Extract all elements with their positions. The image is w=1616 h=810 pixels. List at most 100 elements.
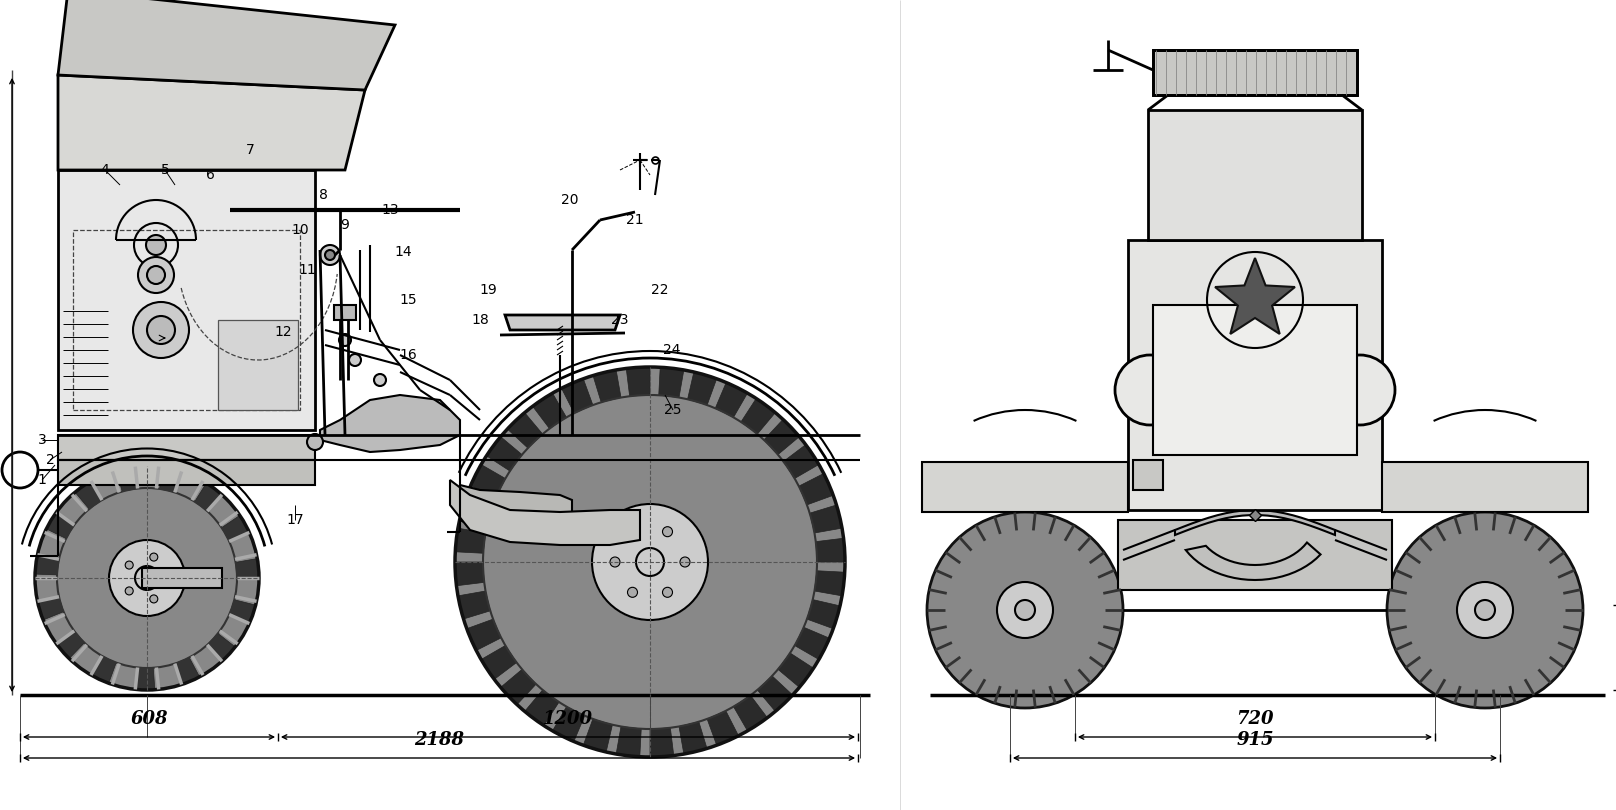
Circle shape: [133, 302, 189, 358]
Text: 12: 12: [275, 325, 292, 339]
Polygon shape: [160, 467, 181, 492]
Circle shape: [320, 245, 339, 265]
Text: 1: 1: [37, 473, 47, 487]
Circle shape: [1325, 355, 1395, 425]
Text: 25: 25: [664, 403, 682, 417]
Polygon shape: [456, 528, 485, 553]
Text: 13: 13: [381, 203, 399, 217]
Polygon shape: [784, 445, 819, 479]
Circle shape: [373, 374, 386, 386]
Text: 915: 915: [1236, 731, 1273, 749]
Polygon shape: [679, 722, 708, 754]
Polygon shape: [507, 412, 543, 448]
Circle shape: [145, 235, 166, 255]
Polygon shape: [108, 540, 184, 616]
Polygon shape: [591, 504, 708, 620]
Circle shape: [627, 526, 637, 537]
Polygon shape: [806, 599, 840, 629]
Bar: [1118, 520, 1391, 590]
Bar: [142, 568, 221, 588]
Text: 720: 720: [1236, 710, 1273, 728]
Bar: [1152, 50, 1357, 95]
Polygon shape: [221, 515, 249, 541]
Circle shape: [1458, 582, 1513, 638]
Polygon shape: [810, 505, 842, 533]
Circle shape: [150, 553, 158, 561]
Bar: [1147, 110, 1362, 240]
Polygon shape: [593, 370, 621, 403]
Bar: [1382, 462, 1589, 512]
Circle shape: [349, 354, 360, 366]
Circle shape: [165, 574, 173, 582]
Text: 3: 3: [37, 433, 47, 447]
Bar: [58, 460, 315, 485]
Polygon shape: [456, 367, 845, 757]
Polygon shape: [501, 669, 537, 705]
Polygon shape: [687, 372, 716, 405]
Circle shape: [997, 582, 1054, 638]
Text: 1500: 1500: [0, 356, 3, 403]
Polygon shape: [236, 559, 259, 578]
Polygon shape: [1387, 512, 1584, 708]
Bar: [73, 230, 301, 410]
Text: 7: 7: [246, 143, 254, 157]
Text: 608: 608: [131, 710, 168, 728]
Circle shape: [147, 266, 165, 284]
Polygon shape: [708, 711, 739, 745]
Polygon shape: [1186, 543, 1320, 580]
Polygon shape: [470, 464, 506, 497]
Polygon shape: [504, 315, 621, 330]
Bar: [1133, 460, 1164, 490]
Text: 19: 19: [478, 283, 496, 297]
Polygon shape: [449, 480, 640, 545]
Text: 15: 15: [399, 293, 417, 307]
Circle shape: [627, 587, 637, 597]
Polygon shape: [57, 631, 84, 659]
Circle shape: [1475, 600, 1495, 620]
Circle shape: [1115, 355, 1185, 425]
Circle shape: [307, 434, 323, 450]
Circle shape: [1015, 600, 1034, 620]
Polygon shape: [795, 627, 829, 659]
Text: 21: 21: [625, 213, 643, 227]
Polygon shape: [37, 597, 63, 620]
Polygon shape: [58, 0, 394, 90]
Polygon shape: [798, 474, 834, 505]
Bar: [58, 170, 315, 430]
Polygon shape: [928, 512, 1123, 708]
Circle shape: [137, 257, 175, 293]
Circle shape: [663, 587, 672, 597]
Polygon shape: [36, 466, 259, 690]
Polygon shape: [1215, 258, 1294, 334]
Polygon shape: [90, 656, 116, 684]
Polygon shape: [116, 467, 137, 492]
Bar: [335, 305, 356, 320]
Circle shape: [609, 557, 621, 567]
Polygon shape: [136, 667, 155, 690]
Polygon shape: [533, 393, 567, 428]
Polygon shape: [461, 485, 600, 540]
Text: 16: 16: [399, 348, 417, 362]
Polygon shape: [457, 591, 490, 619]
Circle shape: [680, 557, 690, 567]
Text: 8: 8: [318, 188, 328, 202]
Text: 24: 24: [663, 343, 680, 357]
Polygon shape: [814, 571, 845, 596]
Text: 5: 5: [160, 163, 170, 177]
Polygon shape: [616, 727, 642, 757]
Polygon shape: [583, 719, 612, 752]
Text: 1200: 1200: [543, 710, 593, 728]
Polygon shape: [58, 75, 365, 170]
Bar: [1152, 305, 1357, 455]
Bar: [218, 320, 297, 410]
Polygon shape: [456, 562, 485, 586]
Text: 14: 14: [394, 245, 412, 259]
Polygon shape: [36, 555, 58, 575]
Text: 2: 2: [45, 453, 55, 467]
Polygon shape: [175, 658, 200, 684]
Polygon shape: [486, 437, 522, 471]
Polygon shape: [553, 706, 585, 741]
Bar: [58, 435, 315, 460]
Text: 10: 10: [291, 223, 309, 237]
Polygon shape: [716, 382, 748, 417]
